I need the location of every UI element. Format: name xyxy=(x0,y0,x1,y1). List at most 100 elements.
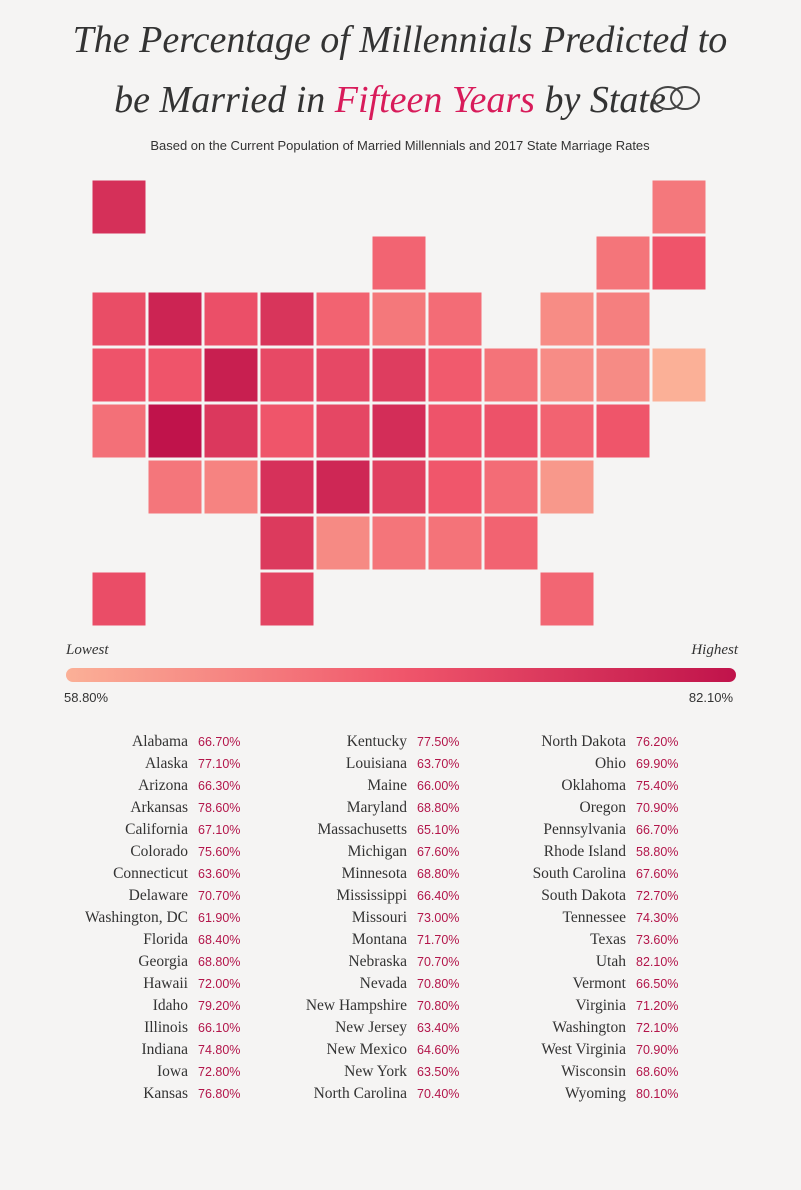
legend-gradient xyxy=(66,668,736,682)
state-name: Vermont xyxy=(573,975,627,992)
state-tile xyxy=(595,235,651,291)
state-name: Pennsylvania xyxy=(543,821,626,838)
state-name: Minnesota xyxy=(342,865,408,882)
state-tile xyxy=(147,459,203,515)
title-part: by State xyxy=(544,79,665,121)
state-name: Missouri xyxy=(352,909,408,926)
state-value: 67.60% xyxy=(417,845,459,859)
state-value: 67.10% xyxy=(198,823,240,837)
state-value: 65.10% xyxy=(417,823,459,837)
state-name: Florida xyxy=(143,931,188,948)
state-value: 76.80% xyxy=(198,1087,240,1101)
state-tile xyxy=(595,403,651,459)
state-name: Tennessee xyxy=(563,909,627,926)
state-value: 75.60% xyxy=(198,845,240,859)
state-value: 68.80% xyxy=(417,867,459,881)
state-value: 66.50% xyxy=(636,977,678,991)
state-tile xyxy=(483,347,539,403)
state-name: Illinois xyxy=(144,1019,188,1036)
state-value: 68.40% xyxy=(198,933,240,947)
state-value: 63.70% xyxy=(417,757,459,771)
state-tile xyxy=(651,347,707,403)
state-name: Nevada xyxy=(360,975,407,992)
state-tile xyxy=(315,403,371,459)
state-name: Mississippi xyxy=(336,887,407,904)
state-tile xyxy=(651,179,707,235)
legend-max: 82.10% xyxy=(689,690,734,705)
state-value: 73.60% xyxy=(636,933,678,947)
state-name: Oregon xyxy=(580,799,627,816)
state-value: 77.50% xyxy=(417,735,459,749)
state-tile xyxy=(427,403,483,459)
state-name: Alaska xyxy=(145,755,188,772)
state-name: California xyxy=(125,821,188,838)
legend-high-label: Highest xyxy=(690,642,738,658)
state-value: 82.10% xyxy=(636,955,678,969)
state-value: 71.20% xyxy=(636,999,678,1013)
state-value: 75.40% xyxy=(636,779,678,793)
state-value: 70.80% xyxy=(417,977,459,991)
title-line-1: The Percentage of Millennials Predicted … xyxy=(73,19,728,61)
state-name: North Carolina xyxy=(314,1085,408,1102)
state-name: Connecticut xyxy=(113,865,189,882)
state-tile xyxy=(371,515,427,571)
state-value: 66.30% xyxy=(198,779,240,793)
state-value: 73.00% xyxy=(417,911,459,925)
title-line-2: be Married in Fifteen Years by State xyxy=(114,79,666,121)
state-map xyxy=(91,179,707,627)
legend-min: 58.80% xyxy=(64,690,109,705)
state-tile xyxy=(427,515,483,571)
state-tile xyxy=(539,571,595,627)
state-value: 66.70% xyxy=(636,823,678,837)
state-tile xyxy=(315,515,371,571)
state-name: Hawaii xyxy=(143,975,188,992)
state-value: 68.80% xyxy=(417,801,459,815)
state-value: 58.80% xyxy=(636,845,678,859)
state-value: 71.70% xyxy=(417,933,459,947)
state-value: 69.90% xyxy=(636,757,678,771)
state-value: 74.30% xyxy=(636,911,678,925)
state-tile xyxy=(259,403,315,459)
state-name: Washington xyxy=(552,1019,626,1036)
state-value: 70.70% xyxy=(198,889,240,903)
state-name: Arizona xyxy=(138,777,188,794)
state-name: New Mexico xyxy=(327,1041,408,1058)
state-name: Washington, DC xyxy=(85,909,188,926)
state-value: 80.10% xyxy=(636,1087,678,1101)
state-tile xyxy=(483,515,539,571)
state-value: 72.80% xyxy=(198,1065,240,1079)
state-value: 64.60% xyxy=(417,1043,459,1057)
state-name: Maryland xyxy=(347,799,408,816)
state-name: New York xyxy=(344,1063,407,1080)
state-tile xyxy=(651,235,707,291)
state-tile xyxy=(203,459,259,515)
state-value: 70.90% xyxy=(636,1043,678,1057)
state-tile xyxy=(539,403,595,459)
state-tile xyxy=(371,347,427,403)
title-highlight: Fifteen Years xyxy=(334,79,535,121)
state-value: 63.60% xyxy=(198,867,240,881)
state-tile xyxy=(595,291,651,347)
state-tile xyxy=(371,291,427,347)
state-name: Nebraska xyxy=(348,953,407,970)
state-name: Massachusetts xyxy=(317,821,407,838)
state-tile xyxy=(91,291,147,347)
legend-low-label: Lowest xyxy=(65,642,109,658)
state-value: 66.00% xyxy=(417,779,459,793)
state-name: Louisiana xyxy=(346,755,407,772)
state-name: West Virginia xyxy=(541,1041,626,1058)
state-value: 70.40% xyxy=(417,1087,459,1101)
ring-icon xyxy=(653,86,700,110)
state-value: 78.60% xyxy=(198,801,240,815)
state-name: Idaho xyxy=(153,997,189,1014)
state-tile xyxy=(427,347,483,403)
state-tile xyxy=(259,347,315,403)
state-tile xyxy=(259,571,315,627)
state-tile xyxy=(595,347,651,403)
state-tile xyxy=(259,291,315,347)
state-name: North Dakota xyxy=(541,733,626,750)
state-name: Alabama xyxy=(132,733,188,750)
state-name: Kentucky xyxy=(347,733,408,750)
state-value: 72.00% xyxy=(198,977,240,991)
